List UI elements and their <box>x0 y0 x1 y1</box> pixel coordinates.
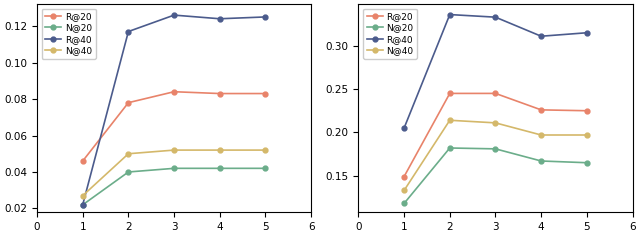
N@40 <box>538 134 545 136</box>
N@40 <box>170 149 178 152</box>
N@20 <box>262 167 269 170</box>
R@20 <box>216 92 223 95</box>
Line: N@40: N@40 <box>402 118 589 193</box>
R@20 <box>492 92 499 95</box>
N@20 <box>492 148 499 150</box>
R@40 <box>79 203 86 206</box>
R@20 <box>79 160 86 162</box>
N@40 <box>79 194 86 197</box>
R@40 <box>446 13 454 16</box>
Line: R@40: R@40 <box>80 13 268 207</box>
R@40 <box>583 31 591 34</box>
Legend: R@20, N@20, R@40, N@40: R@20, N@20, R@40, N@40 <box>42 9 96 59</box>
Line: R@40: R@40 <box>402 12 589 131</box>
R@40 <box>170 14 178 17</box>
N@20 <box>400 202 408 205</box>
N@40 <box>125 152 132 155</box>
N@20 <box>583 161 591 164</box>
N@20 <box>170 167 178 170</box>
N@40 <box>400 189 408 192</box>
R@20 <box>170 90 178 93</box>
N@20 <box>125 171 132 173</box>
Legend: R@20, N@20, R@40, N@40: R@20, N@20, R@40, N@40 <box>363 9 417 59</box>
R@40 <box>538 35 545 38</box>
N@20 <box>216 167 223 170</box>
N@40 <box>492 122 499 124</box>
R@20 <box>125 101 132 104</box>
R@40 <box>216 17 223 20</box>
R@40 <box>125 30 132 33</box>
N@20 <box>446 147 454 149</box>
R@20 <box>583 109 591 112</box>
Line: N@20: N@20 <box>80 166 268 207</box>
N@20 <box>538 160 545 162</box>
R@40 <box>262 16 269 18</box>
R@20 <box>446 92 454 95</box>
R@40 <box>492 16 499 19</box>
N@40 <box>446 119 454 122</box>
Line: N@20: N@20 <box>402 146 589 206</box>
Line: R@20: R@20 <box>80 89 268 164</box>
Line: N@40: N@40 <box>80 148 268 198</box>
N@40 <box>262 149 269 152</box>
R@20 <box>262 92 269 95</box>
N@40 <box>583 134 591 136</box>
N@40 <box>216 149 223 152</box>
R@20 <box>400 175 408 178</box>
N@20 <box>79 203 86 206</box>
R@40 <box>400 127 408 130</box>
R@20 <box>538 109 545 111</box>
Line: R@20: R@20 <box>402 91 589 179</box>
